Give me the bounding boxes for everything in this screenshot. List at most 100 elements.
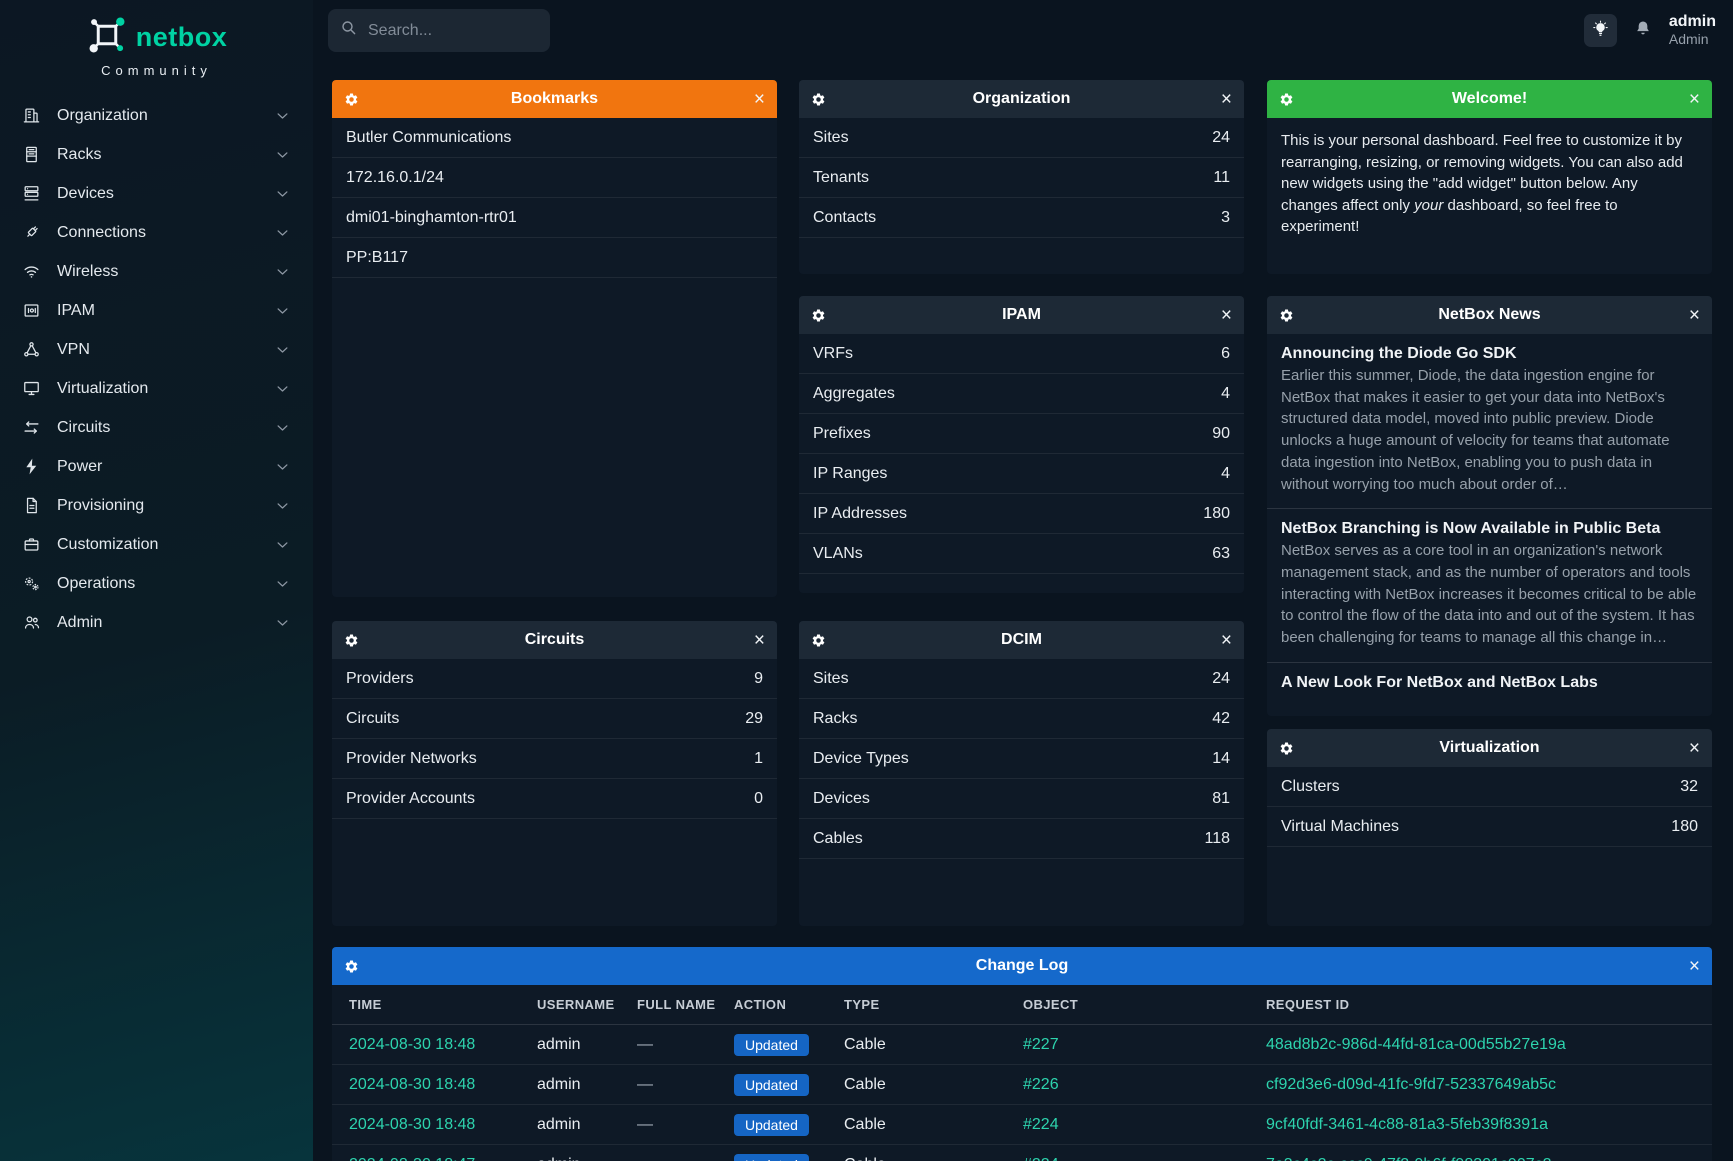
bookmark-link[interactable]: Butler Communications xyxy=(332,118,777,158)
sidebar-item-devices[interactable]: Devices xyxy=(0,174,313,213)
changelog-time-link[interactable]: 2024-08-30 18:48 xyxy=(349,1115,476,1133)
chevron-down-icon xyxy=(275,420,291,436)
widget-config-button[interactable] xyxy=(811,308,826,323)
stat-row[interactable]: Sites 24 xyxy=(799,659,1244,699)
sidebar-item-wireless[interactable]: Wireless xyxy=(0,252,313,291)
changelog-fullname: — xyxy=(637,1075,653,1093)
stat-row[interactable]: VLANs 63 xyxy=(799,534,1244,574)
widget-config-button[interactable] xyxy=(344,92,359,107)
sidebar-item-power[interactable]: Power xyxy=(0,447,313,486)
widget-config-button[interactable] xyxy=(811,92,826,107)
sidebar-item-connections[interactable]: Connections xyxy=(0,213,313,252)
widget-close-button[interactable]: × xyxy=(753,629,765,651)
widget-close-button[interactable]: × xyxy=(1688,955,1700,977)
widget-circuits: Circuits × Providers 9 Circuits 29 Provi… xyxy=(332,621,777,926)
search-icon xyxy=(340,19,358,42)
user-menu[interactable]: admin Admin xyxy=(1669,13,1716,48)
sidebar-item-ipam[interactable]: IPAM xyxy=(0,291,313,330)
status-badge: Updated xyxy=(734,1033,809,1056)
widget-close-button[interactable]: × xyxy=(1220,88,1232,110)
changelog-time-link[interactable]: 2024-08-30 18:47 xyxy=(349,1156,537,1161)
stat-row[interactable]: Aggregates 4 xyxy=(799,374,1244,414)
news-title-link[interactable]: Announcing the Diode Go SDK xyxy=(1281,345,1517,362)
widget-close-button[interactable]: × xyxy=(1688,88,1700,110)
widget-title: Virtualization xyxy=(1439,739,1540,756)
sidebar-nav: Organization Racks Devices xyxy=(0,96,313,642)
stat-row[interactable]: Tenants 11 xyxy=(799,158,1244,198)
stat-row[interactable]: Virtual Machines 180 xyxy=(1267,807,1712,847)
widget-organization: Organization × Sites 24 Tenants 11 Conta… xyxy=(799,80,1244,274)
widget-close-button[interactable]: × xyxy=(753,88,765,110)
changelog-action: Updated xyxy=(734,1033,844,1056)
changelog-request-id-link[interactable]: 9cf40fdf-3461-4c88-81a3-5feb39f8391a xyxy=(1266,1115,1548,1133)
sidebar-item-organization[interactable]: Organization xyxy=(0,96,313,135)
stat-row[interactable]: Device Types 14 xyxy=(799,739,1244,779)
brand-subtitle: Community xyxy=(101,63,212,78)
stat-row[interactable]: Cables 118 xyxy=(799,819,1244,859)
changelog-request-id-link[interactable]: 7a3c4c2c-ccc9-47f2-9b6f-f98301c907c2 xyxy=(1266,1156,1695,1161)
widget-config-button[interactable] xyxy=(1279,92,1294,107)
widget-close-button[interactable]: × xyxy=(1220,629,1232,651)
sidebar-item-customization[interactable]: Customization xyxy=(0,525,313,564)
table-row: 2024-08-30 18:48 admin — Updated Cable #… xyxy=(332,1105,1712,1145)
chevron-down-icon xyxy=(275,537,291,553)
news-item: A New Look For NetBox and NetBox Labs xyxy=(1267,663,1712,705)
changelog-time-link[interactable]: 2024-08-30 18:48 xyxy=(349,1075,476,1093)
widget-title: Change Log xyxy=(975,957,1069,974)
widget-config-button[interactable] xyxy=(811,633,826,648)
netbox-logo-icon xyxy=(86,14,128,61)
connections-icon xyxy=(22,223,42,243)
changelog-rows: 2024-08-30 18:48 admin — Updated Cable #… xyxy=(332,1025,1712,1161)
sidebar-item-admin[interactable]: Admin xyxy=(0,603,313,642)
sidebar-item-operations[interactable]: Operations xyxy=(0,564,313,603)
stat-row[interactable]: Sites 24 xyxy=(799,118,1244,158)
news-title-link[interactable]: NetBox Branching is Now Available in Pub… xyxy=(1281,520,1661,538)
stat-row[interactable]: Prefixes 90 xyxy=(799,414,1244,454)
stat-row[interactable]: Devices 81 xyxy=(799,779,1244,819)
stat-row[interactable]: Clusters 32 xyxy=(1267,767,1712,807)
stat-row[interactable]: IP Ranges 4 xyxy=(799,454,1244,494)
changelog-request-id-link[interactable]: 48ad8b2c-986d-44fd-81ca-00d55b27e19a xyxy=(1266,1035,1566,1053)
sidebar-item-racks[interactable]: Racks xyxy=(0,135,313,174)
widget-config-button[interactable] xyxy=(1279,741,1294,756)
changelog-object-link[interactable]: #224 xyxy=(1023,1156,1266,1161)
changelog-object-link[interactable]: #224 xyxy=(1023,1115,1059,1133)
sidebar-item-virtualization[interactable]: Virtualization xyxy=(0,369,313,408)
bookmark-link[interactable]: dmi01-binghamton-rtr01 xyxy=(332,198,777,238)
sidebar-item-vpn[interactable]: VPN xyxy=(0,330,313,369)
search-input[interactable] xyxy=(368,21,538,40)
column-header: TYPE xyxy=(844,997,880,1012)
bookmark-link[interactable]: PP:B117 xyxy=(332,238,777,278)
bookmark-link[interactable]: 172.16.0.1/24 xyxy=(332,158,777,198)
stat-row[interactable]: Racks 42 xyxy=(799,699,1244,739)
virtualization-icon xyxy=(22,379,42,399)
stat-row[interactable]: Provider Networks 1 xyxy=(332,739,777,779)
widget-close-button[interactable]: × xyxy=(1688,304,1700,326)
widget-config-button[interactable] xyxy=(344,633,359,648)
sidebar-item-provisioning[interactable]: Provisioning xyxy=(0,486,313,525)
stat-row[interactable]: IP Addresses 180 xyxy=(799,494,1244,534)
changelog-request-id-link[interactable]: cf92d3e6-d09d-41fc-9fd7-52337649ab5c xyxy=(1266,1075,1557,1093)
widget-close-button[interactable]: × xyxy=(1220,304,1232,326)
stat-row[interactable]: Circuits 29 xyxy=(332,699,777,739)
widget-close-button[interactable]: × xyxy=(1688,737,1700,759)
brand-logo[interactable]: netbox Community xyxy=(0,0,313,80)
widget-config-button[interactable] xyxy=(1279,308,1294,323)
status-badge: Updated xyxy=(734,1073,809,1096)
changelog-time-link[interactable]: 2024-08-30 18:48 xyxy=(349,1035,476,1053)
stat-row[interactable]: Providers 9 xyxy=(332,659,777,699)
sidebar-item-circuits[interactable]: Circuits xyxy=(0,408,313,447)
stat-row[interactable]: VRFs 6 xyxy=(799,334,1244,374)
widget-netbox-news: NetBox News × Announcing the Diode Go SD… xyxy=(1267,296,1712,716)
changelog-object-link[interactable]: #227 xyxy=(1023,1035,1059,1053)
widget-config-button[interactable] xyxy=(344,959,359,974)
stat-row[interactable]: Provider Accounts 0 xyxy=(332,779,777,819)
news-title-link[interactable]: A New Look For NetBox and NetBox Labs xyxy=(1281,673,1598,691)
changelog-object-link[interactable]: #226 xyxy=(1023,1075,1059,1093)
widget-title: NetBox News xyxy=(1438,306,1541,323)
widget-title: DCIM xyxy=(1001,631,1042,648)
theme-toggle-button[interactable] xyxy=(1583,14,1617,47)
changelog-action: Updated xyxy=(734,1073,844,1096)
stat-row[interactable]: Contacts 3 xyxy=(799,198,1244,238)
notifications-button[interactable] xyxy=(1633,19,1653,42)
